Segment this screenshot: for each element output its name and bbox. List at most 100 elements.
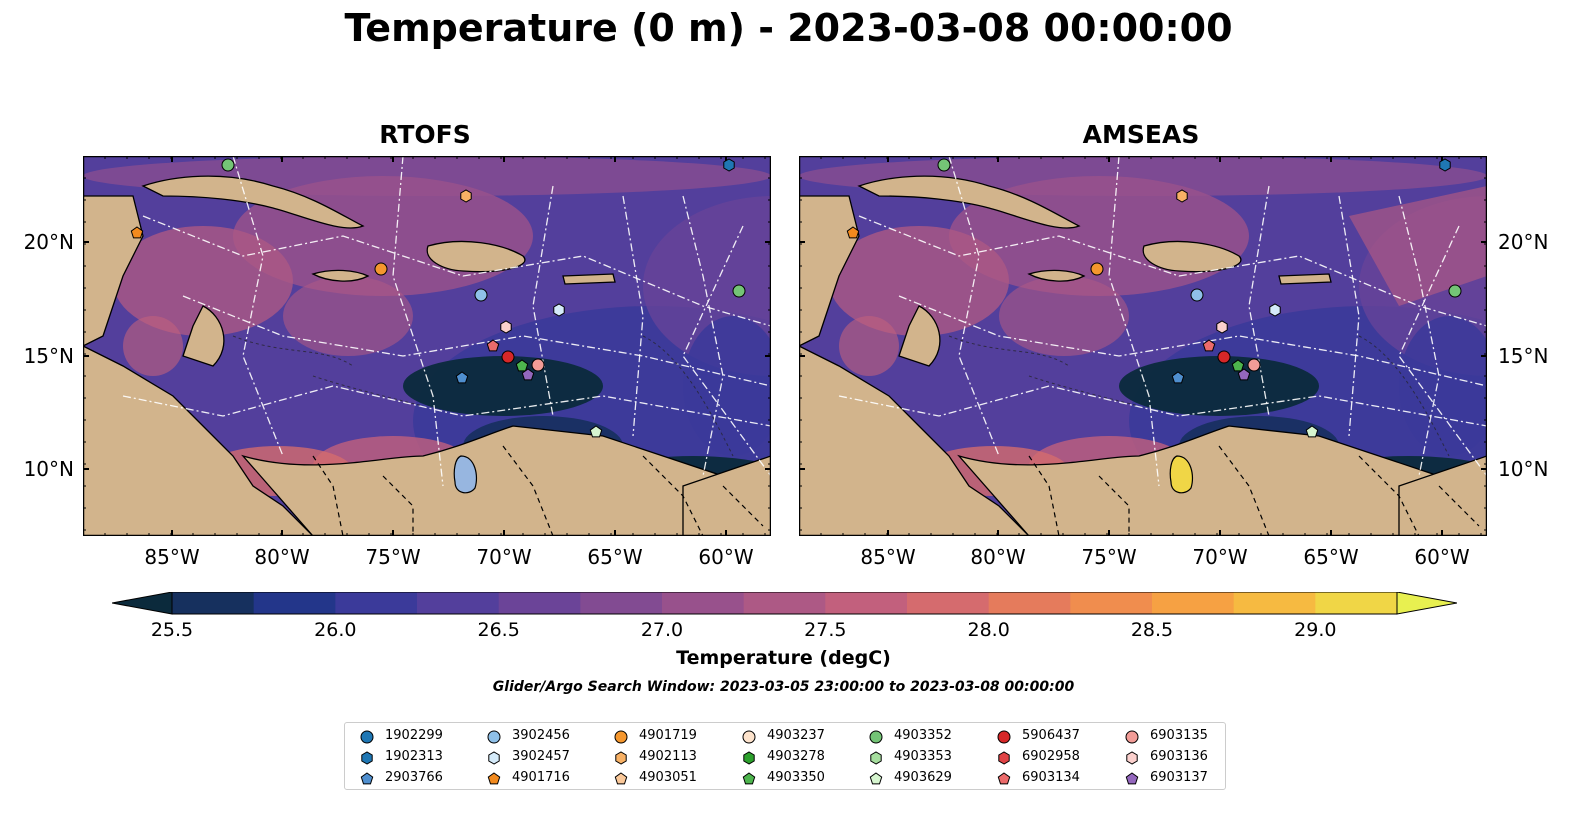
legend-marker-icon — [742, 730, 756, 744]
land-mass — [83, 195, 144, 347]
legend-label: 4903353 — [894, 749, 952, 764]
legend-label: 5906437 — [1022, 728, 1080, 743]
land-mass — [241, 425, 771, 536]
land-mass — [182, 305, 225, 367]
float-marker-6903134 — [486, 339, 500, 352]
float-marker-4901716 — [130, 226, 144, 239]
colorbar-bin — [1070, 592, 1153, 614]
float-marker-4903352 — [1448, 284, 1462, 298]
map-rtofs — [83, 156, 771, 536]
legend-marker-icon — [1125, 772, 1139, 785]
lat-tick-label: 20°N — [23, 230, 74, 254]
land-mass — [857, 175, 1081, 229]
legend-label: 4902113 — [639, 749, 697, 764]
float-marker-4903352 — [732, 284, 746, 298]
lon-tick-label: 65°W — [1303, 545, 1359, 569]
land-mass — [898, 305, 941, 367]
land-mass — [426, 240, 526, 273]
colorbar-tick-label: 25.5 — [150, 619, 194, 641]
float-marker-2903766 — [1171, 371, 1185, 384]
legend-marker-icon — [487, 730, 501, 744]
float-marker-6903137 — [1237, 368, 1251, 381]
legend-marker-icon — [998, 751, 1010, 765]
legend-label: 4903352 — [894, 728, 952, 743]
float-marker-6903136 — [500, 320, 512, 334]
float-marker-1902313 — [1439, 158, 1451, 172]
lon-tick-label: 70°W — [476, 545, 532, 569]
panel-title-amseas: AMSEAS — [1082, 120, 1200, 149]
figure-title: Temperature (0 m) - 2023-03-08 00:00:00 — [344, 6, 1233, 50]
legend-label: 4903237 — [767, 728, 825, 743]
legend-marker-icon — [997, 730, 1011, 744]
legend-label: 2903766 — [385, 770, 443, 785]
float-marker-4902113 — [1176, 189, 1188, 203]
colorbar-bin — [253, 592, 336, 614]
land-mass — [311, 269, 370, 282]
legend-label: 4903051 — [639, 770, 697, 785]
land-mass — [1278, 273, 1332, 285]
float-marker-6903137 — [521, 368, 535, 381]
legend-marker-icon — [615, 751, 627, 765]
land-mass — [682, 455, 771, 536]
legend-marker-icon — [743, 751, 755, 765]
lon-tick-label: 60°W — [1414, 545, 1470, 569]
colorbar-min-extend — [112, 592, 173, 615]
land-mass — [141, 175, 365, 229]
float-marker-6903134 — [1202, 339, 1216, 352]
legend-label: 1902313 — [385, 749, 443, 764]
lon-tick-label: 75°W — [1081, 545, 1137, 569]
legend-label: 3902456 — [512, 728, 570, 743]
legend-marker-icon — [1126, 751, 1138, 765]
legend-marker-icon — [360, 730, 374, 744]
float-marker-3902457 — [1269, 303, 1281, 317]
lat-tick-label: 10°N — [23, 457, 74, 481]
legend-label: 6902958 — [1022, 749, 1080, 764]
lon-tick-label: 85°W — [860, 545, 916, 569]
colorbar-tick-label: 29.0 — [1294, 619, 1337, 641]
lon-tick-label: 75°W — [365, 545, 421, 569]
colorbar-bin — [1152, 592, 1235, 614]
legend-marker-icon — [614, 772, 628, 785]
colorbar-bin — [907, 592, 990, 614]
lake-maracaibo — [1169, 455, 1194, 494]
legend-label: 6903136 — [1150, 749, 1208, 764]
float-marker-4903352 — [221, 158, 235, 172]
colorbar-bin — [1315, 592, 1398, 614]
legend-marker-icon — [361, 751, 373, 765]
land-mass — [1142, 240, 1242, 273]
land-mass — [562, 273, 616, 285]
float-marker-4903350 — [515, 359, 529, 372]
float-marker-4901719 — [374, 262, 388, 276]
float-marker-4901719 — [1090, 262, 1104, 276]
colorbar-tick-label: 28.5 — [1130, 619, 1174, 641]
colorbar-bin — [498, 592, 581, 614]
float-marker-5906437 — [501, 350, 515, 364]
float-marker-3902456 — [474, 288, 488, 302]
lon-tick-label: 85°W — [144, 545, 200, 569]
legend-label: 6903134 — [1022, 770, 1080, 785]
legend-label: 6903135 — [1150, 728, 1208, 743]
lon-tick-label: 60°W — [698, 545, 754, 569]
land-mass — [1398, 455, 1487, 536]
float-marker-4903350 — [1231, 359, 1245, 372]
lon-tick-label: 70°W — [1192, 545, 1248, 569]
legend-marker-icon — [360, 772, 374, 785]
legend-marker-icon — [869, 772, 883, 785]
colorbar-tick-label: 28.0 — [967, 619, 1010, 641]
legend-marker-icon — [997, 772, 1011, 785]
map-amseas — [799, 156, 1487, 536]
float-marker-4903629 — [1305, 425, 1319, 438]
colorbar-bin — [988, 592, 1071, 614]
land-mass — [799, 195, 860, 347]
lat-tick-label: 10°N — [1498, 457, 1549, 481]
legend: 1902299 1902313 2903766 3902456 3902457 49017… — [344, 722, 1226, 790]
float-marker-4903629 — [589, 425, 603, 438]
legend-marker-icon — [869, 730, 883, 744]
search-window-text: Glider/Argo Search Window: 2023-03-05 23… — [492, 679, 1075, 695]
float-marker-1902313 — [723, 158, 735, 172]
legend-marker-icon — [742, 772, 756, 785]
legend-label: 6903137 — [1150, 770, 1208, 785]
colorbar-tick-label: 27.5 — [804, 619, 847, 641]
lon-tick-label: 80°W — [970, 545, 1026, 569]
land-mass — [1027, 269, 1086, 282]
